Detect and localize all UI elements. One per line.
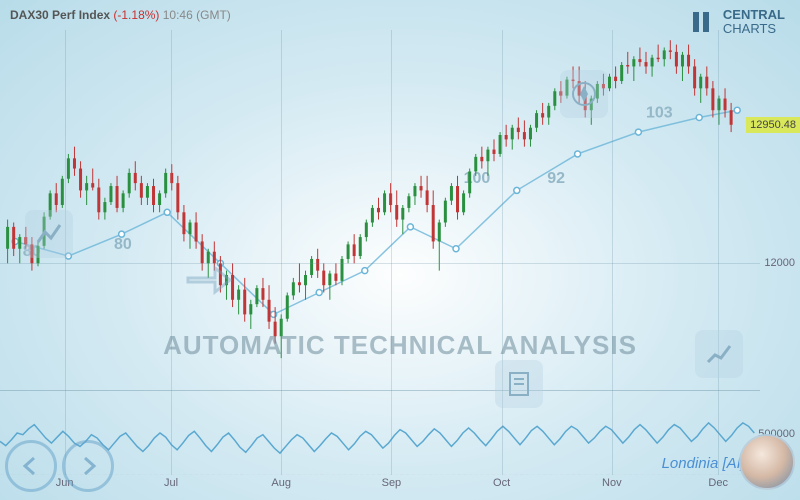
svg-text:80: 80 — [114, 236, 132, 253]
x-tick: Dec — [708, 477, 728, 489]
x-tick: Nov — [602, 477, 622, 489]
wm-compass-icon — [560, 70, 608, 118]
y-tick: 12000 — [764, 257, 795, 269]
watermark-text: AUTOMATIC TECHNICAL ANALYSIS — [163, 330, 637, 361]
svg-text:100: 100 — [464, 170, 491, 187]
brand-icon — [691, 9, 713, 35]
x-tick: Jul — [164, 477, 178, 489]
nav-forward-button[interactable] — [62, 440, 114, 492]
timestamp: 10:46 (GMT) — [163, 8, 231, 22]
x-tick: Sep — [382, 477, 402, 489]
svg-text:103: 103 — [646, 105, 673, 122]
wm-chart-icon — [25, 210, 73, 258]
pct-change: (-1.18%) — [113, 8, 159, 22]
price-chart[interactable]: 808010092103 — [0, 30, 760, 380]
wm-doc-icon — [495, 360, 543, 408]
x-axis: JunJulAugSepOctNovDec — [0, 477, 760, 495]
nav-back-button[interactable] — [5, 440, 57, 492]
brand-logo: CENTRALCHARTS — [691, 8, 785, 37]
brand-text: CENTRALCHARTS — [723, 8, 785, 37]
londinia-label: Londinia [AI] — [662, 455, 745, 472]
current-price-tag: 12950.48 — [746, 117, 800, 133]
wm-arrow-icon — [180, 250, 235, 305]
avatar-icon[interactable] — [739, 434, 795, 490]
svg-text:92: 92 — [547, 170, 565, 187]
wm-trend-icon — [695, 330, 743, 378]
symbol-name: DAX30 Perf Index — [10, 8, 110, 22]
chart-header: DAX30 Perf Index (-1.18%) 10:46 (GMT) — [10, 8, 231, 22]
volume-chart[interactable] — [0, 390, 760, 475]
x-tick: Oct — [493, 477, 510, 489]
y-axis: 12000 — [760, 30, 800, 380]
x-tick: Aug — [271, 477, 291, 489]
